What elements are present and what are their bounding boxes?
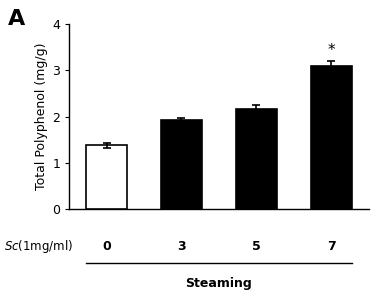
Text: 0: 0	[102, 240, 111, 253]
Text: 5: 5	[252, 240, 261, 253]
Bar	[86, 145, 127, 209]
Text: *: *	[328, 43, 335, 58]
Text: 7: 7	[327, 240, 336, 253]
Text: $\it{Sc}$(1mg/ml): $\it{Sc}$(1mg/ml)	[4, 238, 73, 255]
Bar	[311, 66, 352, 209]
Bar	[161, 120, 202, 209]
Y-axis label: Total Polyphenol (mg/g): Total Polyphenol (mg/g)	[35, 43, 48, 190]
Text: 3: 3	[177, 240, 186, 253]
Text: Steaming: Steaming	[185, 277, 252, 289]
Text: A: A	[8, 9, 25, 29]
Bar	[236, 109, 277, 209]
